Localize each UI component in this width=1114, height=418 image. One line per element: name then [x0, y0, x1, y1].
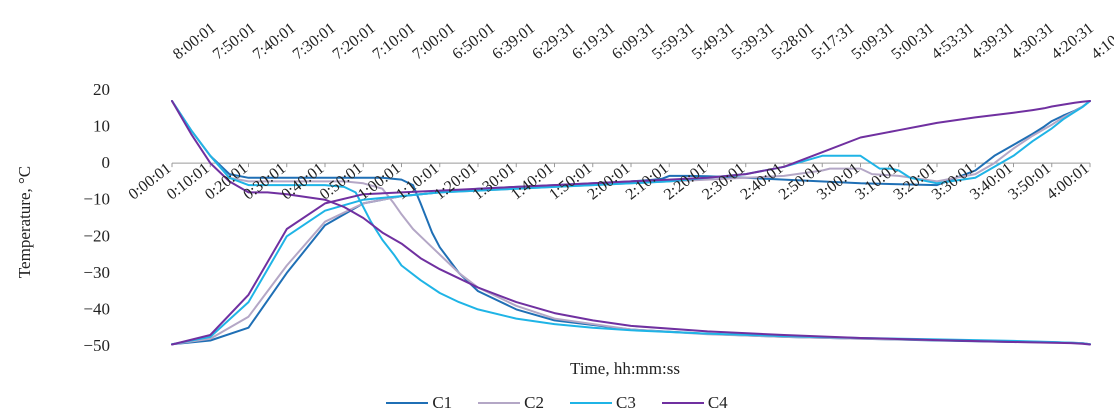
legend-item-c2: C2: [478, 392, 544, 414]
series-line-c3-warming: [171, 100, 1091, 346]
y-tick-label: −10: [83, 190, 110, 209]
x-tick-label-elapsed: 3:40:01: [967, 160, 1016, 203]
series-line-c4-cooling: [171, 100, 1091, 346]
legend-item-c1: C1: [386, 392, 452, 414]
series-lines: [171, 100, 1091, 346]
x-tick-label-remaining: 4:53:31: [928, 20, 977, 63]
legend-label: C2: [524, 393, 544, 412]
x-tick-label-remaining: 5:39:31: [729, 20, 778, 63]
x-tick-label-elapsed: 1:50:01: [546, 160, 595, 203]
x-axis-title: Time, hh:mm:ss: [570, 359, 680, 378]
series-line-c2-warming: [171, 100, 1091, 346]
x-tick-label-remaining: 6:29:31: [529, 20, 578, 63]
x-tick-label-remaining: 4:10:01: [1088, 20, 1114, 63]
x-tick-label-elapsed: 0:00:01: [125, 160, 174, 203]
x-axis-tick-labels-elapsed: 0:00:010:10:010:20:010:30:010:40:010:50:…: [125, 160, 1092, 203]
legend-label: C3: [616, 393, 636, 412]
x-axis-line: [171, 162, 1091, 168]
y-tick-label: −30: [83, 263, 110, 282]
legend-swatch: [386, 401, 429, 405]
series-line-c1-cooling: [171, 100, 1091, 346]
x-tick-label-elapsed: 3:50:01: [1005, 160, 1054, 203]
x-tick-label-remaining: 6:39:01: [489, 20, 538, 63]
y-tick-label: 10: [93, 117, 110, 136]
x-tick-label-elapsed: 1:30:01: [470, 160, 519, 203]
x-tick-label-remaining: 4:20:31: [1048, 20, 1097, 63]
x-tick-label-remaining: 6:09:31: [609, 20, 658, 63]
x-tick-label-remaining: 5:59:31: [649, 20, 698, 63]
legend-label: C1: [432, 393, 453, 412]
x-tick-label-remaining: 8:00:01: [170, 20, 219, 63]
y-axis-title: Temperature, °C: [15, 166, 34, 278]
legend-swatch: [478, 401, 521, 405]
x-tick-label-remaining: 5:17:31: [809, 20, 858, 63]
x-tick-label-elapsed: 2:40:01: [737, 160, 786, 203]
y-tick-label: −20: [83, 226, 110, 245]
x-tick-label-elapsed: 0:10:01: [164, 160, 213, 203]
x-tick-label-remaining: 7:40:01: [250, 20, 299, 63]
series-line-c2-cooling: [171, 100, 1091, 346]
x-tick-label-elapsed: 1:20:01: [431, 160, 480, 203]
x-tick-label-elapsed: 4:00:01: [1043, 160, 1092, 203]
legend-swatch: [661, 401, 704, 405]
x-tick-label-remaining: 7:20:01: [330, 20, 379, 63]
x-tick-label-remaining: 7:50:01: [210, 20, 259, 63]
x-tick-label-remaining: 7:10:01: [370, 20, 419, 63]
x-tick-label-remaining: 6:19:31: [569, 20, 618, 63]
x-tick-label-remaining: 5:49:31: [689, 20, 738, 63]
y-axis-tick-labels: 20 10 0 −10 −20 −30 −40 −50: [83, 80, 110, 355]
x-tick-label-remaining: 5:00:31: [888, 20, 937, 63]
x-tick-label-elapsed: 1:40:01: [508, 160, 557, 203]
chart-legend: C1 C2 C3 C4: [0, 392, 1114, 414]
y-tick-label: 20: [93, 80, 110, 99]
legend-item-c3: C3: [570, 392, 636, 414]
x-tick-label-remaining: 7:30:01: [290, 20, 339, 63]
y-tick-label: 0: [102, 153, 111, 172]
y-tick-label: −40: [83, 299, 110, 318]
x-axis-tick-labels-remaining: 8:00:017:50:017:40:017:30:017:20:017:10:…: [170, 20, 1114, 63]
series-line-c3-cooling: [171, 100, 1091, 346]
series-line-c1-warming: [171, 100, 1091, 346]
x-tick-label-remaining: 7:00:01: [409, 20, 458, 63]
x-tick-label-elapsed: 0:20:01: [202, 160, 251, 203]
y-tick-label: −50: [83, 336, 110, 355]
series-line-c4-warming: [171, 100, 1091, 346]
legend-swatch: [570, 401, 612, 405]
x-tick-label-elapsed: 2:30:01: [699, 160, 748, 203]
x-tick-label-remaining: 4:39:31: [968, 20, 1017, 63]
x-tick-label-remaining: 6:50:01: [449, 20, 498, 63]
legend-label: C4: [707, 393, 728, 412]
x-tick-label-remaining: 5:09:31: [849, 20, 898, 63]
x-tick-label-remaining: 5:28:01: [769, 20, 818, 63]
x-tick-label-remaining: 4:30:31: [1008, 20, 1057, 63]
legend-item-c4: C4: [661, 392, 728, 414]
